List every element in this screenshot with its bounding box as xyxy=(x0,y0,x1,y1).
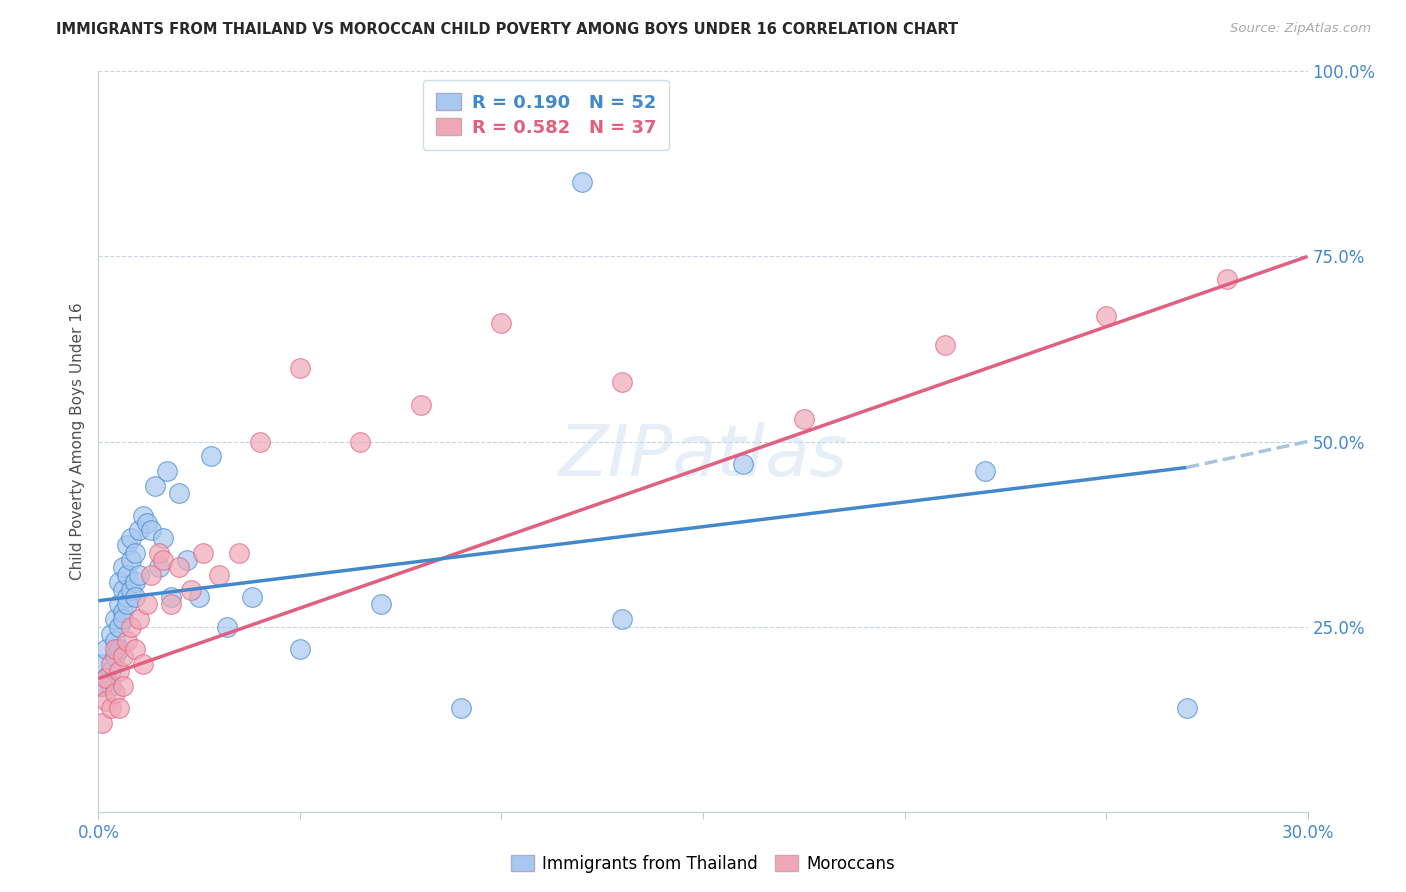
Point xyxy=(167,486,190,500)
Point xyxy=(135,598,157,612)
Point xyxy=(148,560,170,574)
Point xyxy=(128,524,150,538)
Text: IMMIGRANTS FROM THAILAND VS MOROCCAN CHILD POVERTY AMONG BOYS UNDER 16 CORRELATI: IMMIGRANTS FROM THAILAND VS MOROCCAN CHI… xyxy=(56,22,959,37)
Point xyxy=(934,338,956,352)
Point xyxy=(124,546,146,560)
Point xyxy=(132,657,155,671)
Point xyxy=(100,664,122,678)
Point xyxy=(120,619,142,633)
Point xyxy=(124,641,146,656)
Point xyxy=(96,672,118,686)
Point xyxy=(103,634,125,648)
Point xyxy=(103,612,125,626)
Point xyxy=(349,434,371,449)
Text: Source: ZipAtlas.com: Source: ZipAtlas.com xyxy=(1230,22,1371,36)
Point xyxy=(409,398,432,412)
Point xyxy=(148,546,170,560)
Point xyxy=(156,464,179,478)
Point xyxy=(143,479,166,493)
Point xyxy=(571,175,593,190)
Point xyxy=(100,627,122,641)
Point xyxy=(115,567,138,582)
Legend: Immigrants from Thailand, Moroccans: Immigrants from Thailand, Moroccans xyxy=(505,848,901,880)
Point xyxy=(91,679,114,693)
Point xyxy=(193,546,215,560)
Point xyxy=(111,679,134,693)
Point xyxy=(107,664,129,678)
Point xyxy=(100,657,122,671)
Point xyxy=(103,686,125,700)
Point xyxy=(124,575,146,590)
Point xyxy=(160,598,183,612)
Point xyxy=(107,619,129,633)
Point xyxy=(228,546,250,560)
Point xyxy=(96,694,118,708)
Point xyxy=(1216,271,1239,285)
Point xyxy=(208,567,231,582)
Point xyxy=(91,657,114,671)
Point xyxy=(111,582,134,597)
Point xyxy=(249,434,271,449)
Point xyxy=(124,590,146,604)
Point xyxy=(793,412,815,426)
Point xyxy=(91,679,114,693)
Point xyxy=(612,612,634,626)
Point xyxy=(120,582,142,597)
Point xyxy=(200,450,222,464)
Point xyxy=(111,612,134,626)
Point xyxy=(107,641,129,656)
Point xyxy=(135,516,157,530)
Text: ZIPatlas: ZIPatlas xyxy=(558,422,848,491)
Point xyxy=(111,560,134,574)
Point xyxy=(240,590,263,604)
Point xyxy=(139,524,162,538)
Y-axis label: Child Poverty Among Boys Under 16: Child Poverty Among Boys Under 16 xyxy=(69,302,84,581)
Point xyxy=(120,553,142,567)
Point xyxy=(176,553,198,567)
Point xyxy=(288,641,311,656)
Point xyxy=(491,316,513,330)
Point xyxy=(120,531,142,545)
Point xyxy=(100,701,122,715)
Point xyxy=(1175,701,1198,715)
Point xyxy=(115,590,138,604)
Point xyxy=(115,598,138,612)
Point xyxy=(132,508,155,523)
Point xyxy=(115,634,138,648)
Point xyxy=(160,590,183,604)
Point xyxy=(107,701,129,715)
Point xyxy=(733,457,755,471)
Point xyxy=(370,598,392,612)
Point xyxy=(217,619,239,633)
Point xyxy=(91,715,114,730)
Point xyxy=(288,360,311,375)
Point xyxy=(188,590,211,604)
Point xyxy=(103,641,125,656)
Point xyxy=(96,672,118,686)
Point xyxy=(974,464,997,478)
Point xyxy=(107,575,129,590)
Point xyxy=(100,679,122,693)
Point xyxy=(111,605,134,619)
Point xyxy=(1095,309,1118,323)
Point xyxy=(111,649,134,664)
Point xyxy=(152,531,174,545)
Point xyxy=(115,538,138,552)
Point xyxy=(128,567,150,582)
Legend: R = 0.190   N = 52, R = 0.582   N = 37: R = 0.190 N = 52, R = 0.582 N = 37 xyxy=(423,80,669,150)
Point xyxy=(139,567,162,582)
Point xyxy=(180,582,202,597)
Point xyxy=(612,376,634,390)
Point xyxy=(107,598,129,612)
Point xyxy=(96,641,118,656)
Point xyxy=(152,553,174,567)
Point xyxy=(128,612,150,626)
Point xyxy=(103,649,125,664)
Point xyxy=(450,701,472,715)
Point xyxy=(167,560,190,574)
